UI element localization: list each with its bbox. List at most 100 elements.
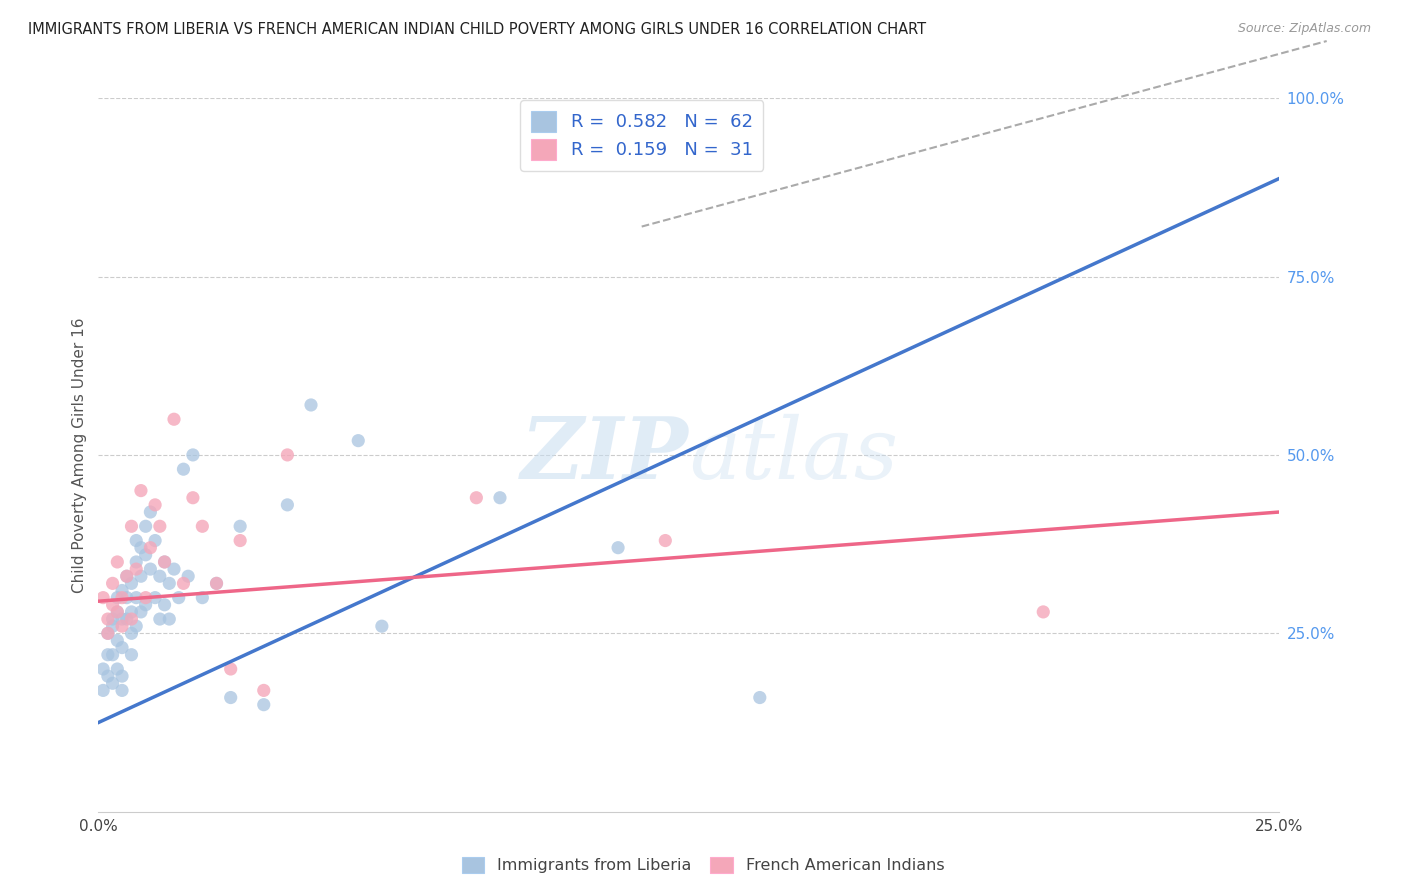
- Point: [163, 562, 186, 576]
- Legend: R =  0.582   N =  62, R =  0.159   N =  31: R = 0.582 N = 62, R = 0.159 N = 31: [520, 100, 763, 170]
- Point: [139, 505, 162, 519]
- Point: [347, 434, 370, 448]
- Point: [121, 626, 143, 640]
- Point: [135, 548, 157, 562]
- Point: [111, 640, 134, 655]
- Point: [101, 676, 124, 690]
- Point: [153, 598, 176, 612]
- Point: [129, 569, 152, 583]
- Point: [101, 648, 124, 662]
- Point: [125, 619, 148, 633]
- Point: [101, 576, 124, 591]
- Point: [125, 562, 148, 576]
- Point: [111, 669, 134, 683]
- Point: [276, 448, 298, 462]
- Point: [111, 612, 134, 626]
- Point: [153, 555, 176, 569]
- Point: [143, 533, 166, 548]
- Point: [157, 576, 180, 591]
- Legend: Immigrants from Liberia, French American Indians: Immigrants from Liberia, French American…: [456, 850, 950, 880]
- Point: [465, 491, 488, 505]
- Point: [153, 555, 176, 569]
- Point: [101, 598, 124, 612]
- Point: [229, 533, 252, 548]
- Point: [191, 519, 214, 533]
- Text: IMMIGRANTS FROM LIBERIA VS FRENCH AMERICAN INDIAN CHILD POVERTY AMONG GIRLS UNDE: IMMIGRANTS FROM LIBERIA VS FRENCH AMERIC…: [28, 22, 927, 37]
- Point: [299, 398, 322, 412]
- Point: [91, 683, 114, 698]
- Point: [105, 555, 128, 569]
- Point: [101, 619, 124, 633]
- Point: [91, 662, 114, 676]
- Point: [489, 491, 512, 505]
- Point: [101, 612, 124, 626]
- Point: [205, 576, 228, 591]
- Point: [105, 633, 128, 648]
- Point: [111, 591, 134, 605]
- Point: [97, 612, 120, 626]
- Point: [143, 591, 166, 605]
- Point: [172, 462, 194, 476]
- Point: [177, 569, 200, 583]
- Point: [181, 448, 204, 462]
- Point: [115, 612, 138, 626]
- Point: [121, 519, 143, 533]
- Point: [157, 612, 180, 626]
- Point: [105, 662, 128, 676]
- Point: [607, 541, 630, 555]
- Point: [167, 591, 190, 605]
- Point: [121, 576, 143, 591]
- Point: [1032, 605, 1054, 619]
- Point: [191, 591, 214, 605]
- Point: [219, 690, 242, 705]
- Point: [172, 576, 194, 591]
- Point: [748, 690, 770, 705]
- Point: [276, 498, 298, 512]
- Point: [149, 519, 172, 533]
- Point: [129, 541, 152, 555]
- Y-axis label: Child Poverty Among Girls Under 16: Child Poverty Among Girls Under 16: [72, 318, 87, 592]
- Point: [371, 619, 394, 633]
- Point: [97, 626, 120, 640]
- Point: [253, 698, 276, 712]
- Point: [105, 605, 128, 619]
- Point: [121, 648, 143, 662]
- Point: [219, 662, 242, 676]
- Point: [125, 533, 148, 548]
- Point: [129, 605, 152, 619]
- Point: [111, 583, 134, 598]
- Point: [135, 591, 157, 605]
- Point: [121, 612, 143, 626]
- Point: [111, 683, 134, 698]
- Point: [97, 669, 120, 683]
- Text: Source: ZipAtlas.com: Source: ZipAtlas.com: [1237, 22, 1371, 36]
- Point: [97, 626, 120, 640]
- Point: [125, 555, 148, 569]
- Point: [97, 648, 120, 662]
- Point: [105, 605, 128, 619]
- Point: [135, 598, 157, 612]
- Point: [135, 519, 157, 533]
- Point: [139, 541, 162, 555]
- Point: [139, 562, 162, 576]
- Point: [149, 569, 172, 583]
- Point: [91, 591, 114, 605]
- Point: [163, 412, 186, 426]
- Text: ZIP: ZIP: [522, 413, 689, 497]
- Point: [121, 605, 143, 619]
- Point: [105, 591, 128, 605]
- Point: [115, 591, 138, 605]
- Point: [181, 491, 204, 505]
- Point: [229, 519, 252, 533]
- Point: [253, 683, 276, 698]
- Point: [115, 569, 138, 583]
- Point: [115, 569, 138, 583]
- Text: atlas: atlas: [689, 414, 898, 496]
- Point: [149, 612, 172, 626]
- Point: [143, 498, 166, 512]
- Point: [129, 483, 152, 498]
- Point: [111, 619, 134, 633]
- Point: [125, 591, 148, 605]
- Point: [654, 533, 676, 548]
- Point: [205, 576, 228, 591]
